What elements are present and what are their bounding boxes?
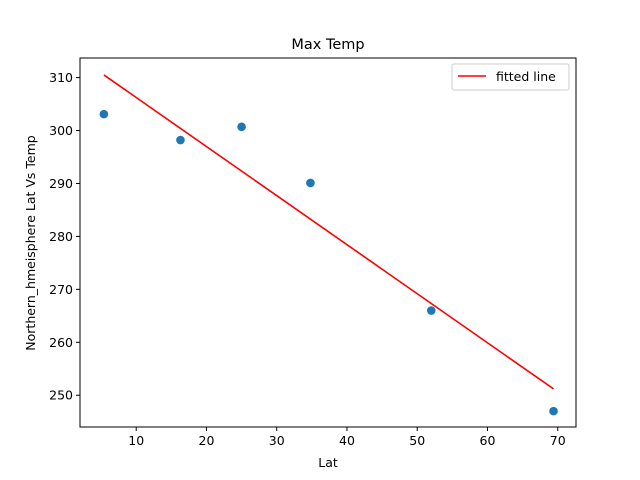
y-axis-label: Northern_hmeisphere Lat Vs Temp [23, 135, 38, 351]
fitted-line [103, 74, 554, 390]
scatter-point [99, 109, 109, 119]
y-tick-label: 270 [49, 282, 73, 297]
scatter-point [237, 122, 246, 132]
x-axis: 10 20 30 40 50 60 70 [128, 427, 566, 448]
x-tick-label: 20 [199, 433, 215, 448]
plot-area [79, 57, 577, 428]
y-tick-label: 260 [49, 335, 73, 350]
data-marks [99, 74, 558, 416]
y-axis: 250 260 270 280 290 300 310 [49, 70, 80, 403]
x-tick-label: 40 [339, 433, 355, 448]
legend-box [451, 63, 570, 91]
y-tick-label: 310 [49, 70, 73, 85]
y-tick-label: 290 [49, 176, 73, 191]
scatter-point [426, 306, 436, 315]
x-axis-label: Lat [318, 455, 338, 470]
y-tick-label: 300 [49, 123, 73, 138]
x-tick-label: 60 [480, 433, 496, 448]
legend-entry-fitted-line: fitted line [496, 69, 556, 84]
y-tick-label: 250 [49, 388, 73, 403]
scatter-point [176, 135, 185, 145]
axes-frame [79, 57, 577, 428]
x-tick-label: 10 [128, 433, 144, 448]
x-tick-label: 50 [409, 433, 425, 448]
scatter-point [549, 406, 558, 416]
scatter-point [306, 178, 315, 188]
x-tick-label: 70 [550, 433, 566, 448]
legend: fitted line [451, 63, 570, 91]
y-tick-label: 280 [49, 229, 73, 244]
chart-title: Max Temp [291, 37, 364, 53]
x-tick-label: 30 [269, 433, 285, 448]
